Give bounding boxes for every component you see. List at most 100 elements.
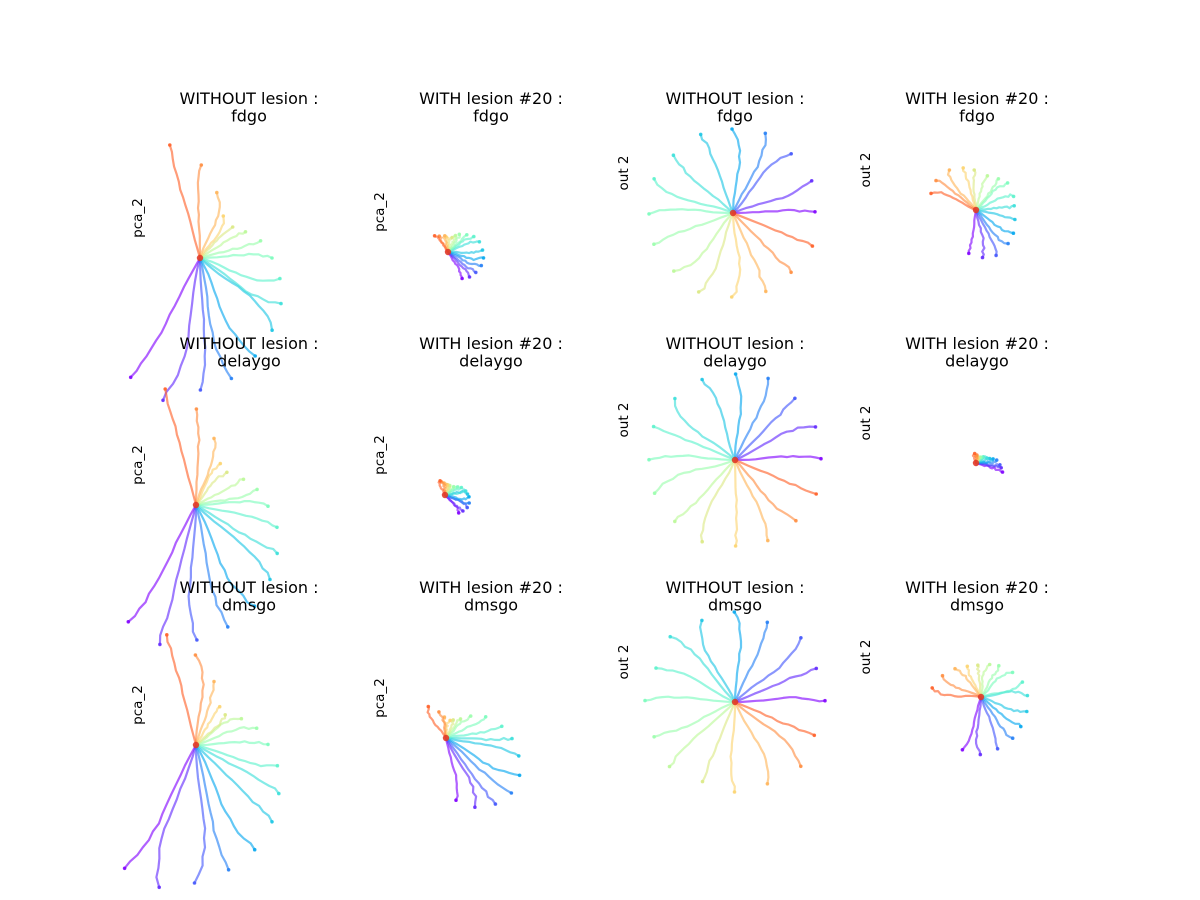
trajectory-line: [733, 700, 770, 785]
trajectory-endpoint: [481, 256, 486, 260]
trajectory-endpoint: [647, 457, 651, 462]
trajectory-endpoint: [976, 663, 980, 667]
trajectory-endpoint: [987, 456, 992, 461]
trajectory-line: [672, 154, 735, 215]
trajectory-line: [194, 740, 270, 747]
panel-title-condition: WITHOUT lesion :: [180, 334, 319, 353]
trajectory-endpoint: [253, 354, 257, 358]
trajectory-endpoint: [199, 163, 204, 167]
trajectory-origin: [729, 209, 737, 217]
panel-title-condition: WITH lesion #20 :: [419, 89, 563, 108]
trajectory-line: [733, 700, 802, 768]
trajectory-line: [446, 250, 477, 274]
panel-1-4: WITH lesion #20 : fdgo out 2: [858, 89, 1049, 260]
trajectory-endpoint: [194, 407, 199, 411]
trajectory-endpoint: [810, 244, 815, 248]
trajectory-endpoint: [450, 235, 454, 240]
y-axis-label: out 2: [858, 640, 874, 675]
trajectory-endpoint: [479, 263, 484, 268]
trajectory-endpoint: [998, 463, 1002, 467]
trajectory-line: [444, 736, 514, 742]
trajectory-line: [733, 458, 797, 522]
trajectory-endpoint: [122, 866, 127, 871]
trajectory-origin: [731, 456, 739, 464]
trajectory-endpoint: [275, 551, 280, 556]
trajectory-endpoint: [673, 519, 677, 524]
y-axis-label: out 2: [616, 645, 632, 680]
trajectory-line: [198, 214, 225, 260]
trajectory-line: [194, 503, 272, 581]
trajectory-line: [444, 736, 520, 757]
trajectory-endpoint: [987, 662, 992, 667]
trajectory-line: [653, 177, 735, 215]
trajectory-endpoint: [270, 256, 274, 260]
trajectory-line: [974, 174, 989, 212]
trajectory-line: [733, 667, 818, 704]
trajectory-line: [433, 234, 450, 254]
panel-title-condition: WITH lesion #20 :: [419, 334, 563, 353]
trajectory-endpoint: [985, 456, 989, 460]
trajectory-line: [194, 503, 279, 555]
trajectory-endpoint: [1010, 670, 1015, 675]
trajectory-endpoint: [472, 234, 476, 239]
panel-1-3: WITHOUT lesion : fdgo out 2: [616, 89, 817, 299]
trajectory-endpoint: [733, 544, 738, 548]
trajectory-endpoint: [158, 642, 162, 647]
panel-title: WITH lesion #20 : delaygo: [905, 334, 1049, 371]
trajectory-line: [730, 211, 742, 299]
trajectory-line: [198, 256, 281, 282]
trajectory-line: [974, 208, 1015, 235]
trajectory-line: [979, 695, 999, 750]
panel-title-task: fdgo: [473, 107, 509, 126]
trajectory-endpoint: [732, 610, 737, 614]
panel-title-task: fdgo: [959, 107, 995, 126]
trajectory-endpoint: [819, 456, 823, 461]
trajectory-line: [127, 503, 198, 623]
trajectory-endpoint: [223, 713, 227, 717]
trajectory-endpoint: [480, 248, 485, 252]
trajectory-endpoint: [940, 673, 945, 678]
trajectory-endpoint: [218, 461, 223, 466]
panel-title: WITH lesion #20 : fdgo: [905, 89, 1049, 126]
trajectory-endpoint: [275, 763, 280, 768]
trajectory-line: [444, 715, 472, 740]
trajectory-line: [647, 454, 737, 462]
trajectory-endpoint: [1020, 680, 1025, 684]
trajectory-line: [672, 211, 735, 273]
trajectory-line: [733, 372, 743, 462]
trajectory-endpoint: [252, 604, 257, 608]
trajectory-line: [979, 671, 1014, 699]
trajectory-endpoint: [467, 501, 472, 505]
trajectory-line: [426, 705, 448, 740]
trajectory-endpoint: [994, 458, 999, 462]
panel-title: WITH lesion #20 : delaygo: [419, 334, 563, 371]
trajectory-endpoint: [812, 733, 817, 738]
trajectory-endpoint: [1010, 736, 1015, 740]
trajectory-line: [647, 208, 735, 215]
trajectory-endpoint: [1011, 231, 1016, 235]
trajectory-endpoint: [493, 802, 498, 806]
trajectory-line: [446, 240, 481, 254]
trajectory-line: [668, 700, 737, 768]
trajectory-endpoint: [972, 451, 977, 456]
trajectory-endpoint: [463, 489, 468, 493]
trajectory-endpoint: [700, 377, 704, 382]
trajectory-endpoint: [1006, 241, 1010, 246]
trajectory-line: [731, 211, 767, 293]
trajectory-endpoint: [510, 736, 514, 741]
trajectory-origin: [192, 741, 200, 749]
trajectory-endpoint: [465, 492, 470, 496]
trajectory-line: [974, 208, 998, 257]
trajectory-line: [444, 736, 478, 809]
trajectory-line: [653, 458, 737, 495]
trajectory-endpoint: [730, 127, 734, 131]
trajectory-line: [198, 225, 234, 260]
trajectory-line: [929, 191, 978, 212]
trajectory-endpoint: [252, 847, 257, 852]
trajectory-endpoint: [980, 255, 985, 260]
trajectory-endpoint: [647, 212, 651, 216]
trajectory-endpoint: [217, 704, 222, 709]
trajectory-line: [443, 493, 464, 513]
